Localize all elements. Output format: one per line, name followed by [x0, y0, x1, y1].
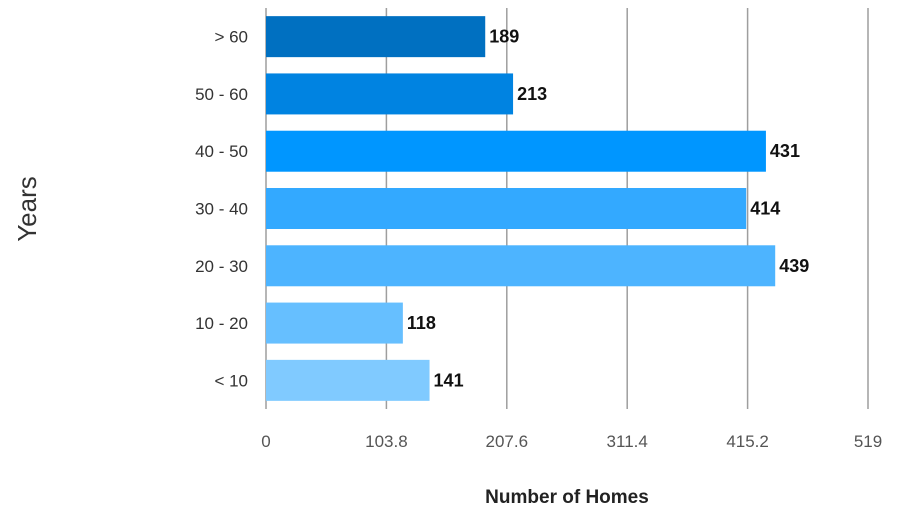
data-labels: 189 213 431 414 439 118 141 [407, 27, 809, 391]
data-label: 213 [517, 84, 547, 104]
x-tick-label: 0 [261, 432, 270, 451]
bar [266, 73, 514, 115]
bars [266, 16, 776, 401]
bar [266, 188, 747, 229]
y-tick-label: 20 - 30 [195, 257, 248, 276]
data-label: 431 [770, 141, 800, 161]
x-tick-label: 415.2 [726, 432, 769, 451]
x-tick-label: 519 [854, 432, 882, 451]
x-axis-title: Number of Homes [485, 487, 649, 508]
y-tick-label: 50 - 60 [195, 85, 248, 104]
data-label: 414 [750, 199, 780, 219]
bar [266, 16, 486, 58]
x-tick-label: 311.4 [607, 432, 648, 451]
data-label: 189 [489, 27, 519, 47]
bar [266, 359, 430, 401]
data-label: 141 [434, 370, 464, 390]
bar [266, 245, 776, 287]
y-tick-label: > 60 [214, 28, 248, 47]
data-label: 439 [779, 256, 809, 276]
y-tick-label: 30 - 40 [195, 200, 248, 219]
x-axis-ticks: 0 103.8 207.6 311.4 415.2 519 [261, 432, 882, 451]
x-tick-label: 207.6 [486, 432, 529, 451]
y-tick-label: < 10 [214, 371, 248, 390]
x-tick-label: 103.8 [365, 432, 408, 451]
data-label: 118 [407, 313, 436, 333]
y-axis-title: Years [12, 176, 42, 242]
y-tick-label: 10 - 20 [195, 314, 248, 333]
y-axis-ticks: > 60 50 - 60 40 - 50 30 - 40 20 - 30 10 - 20 <… [195, 28, 248, 391]
y-tick-label: 40 - 50 [195, 142, 248, 161]
bar [266, 130, 766, 172]
bar [266, 302, 403, 344]
